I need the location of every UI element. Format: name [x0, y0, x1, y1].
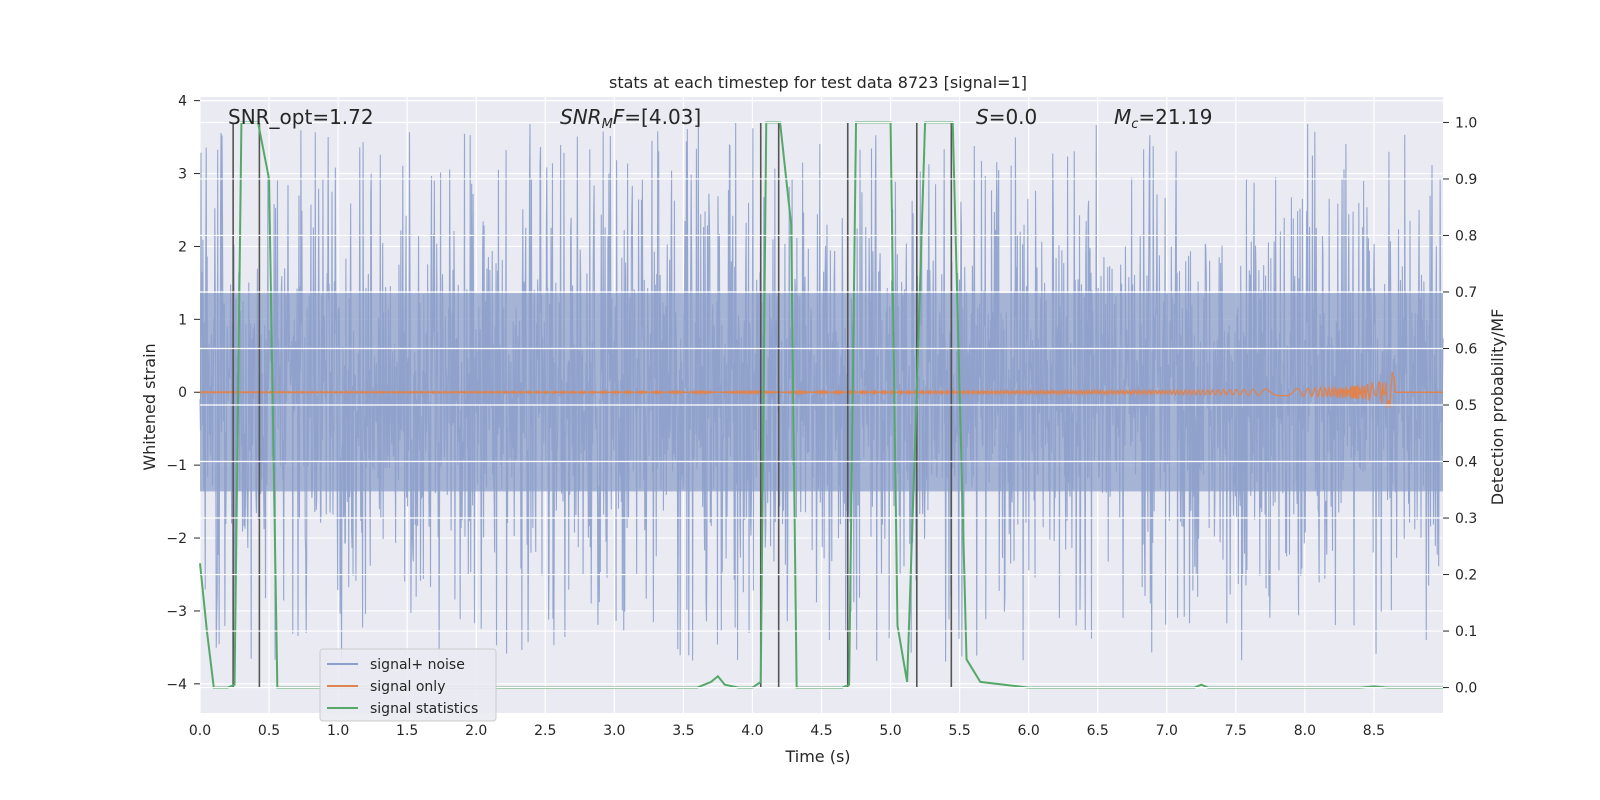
x-tick-label: 8.5: [1363, 723, 1385, 739]
y-tick-label-left: 2: [178, 239, 187, 255]
x-tick-label: 2.0: [465, 723, 487, 739]
y-tick-label-right: 0.6: [1455, 341, 1477, 357]
legend-box: [319, 648, 497, 722]
legend-label-signal-statistics: signal statistics: [370, 701, 478, 717]
x-tick-label: 0.0: [189, 723, 211, 739]
x-tick-label: 0.5: [258, 723, 280, 739]
series-signal-only: [199, 371, 1443, 409]
chart-title: stats at each timestep for test data 872…: [609, 73, 1027, 92]
s-annotation: S=0.0: [976, 105, 1037, 129]
x-tick-label: 1.0: [327, 723, 349, 739]
s-symbol: S: [976, 105, 989, 129]
y-tick-label-left: −1: [166, 458, 187, 474]
mc-symbol: M: [1114, 105, 1131, 129]
x-tick-label: 5.5: [948, 723, 970, 739]
x-tick-label: 5.0: [879, 723, 901, 739]
y-tick-label-right: 0.2: [1455, 568, 1477, 584]
legend-label-signal-only: signal only: [370, 679, 445, 695]
x-tick-label: 6.5: [1087, 723, 1109, 739]
y-tick-label-left: 0: [178, 385, 187, 401]
x-axis-label: Time (s): [784, 747, 850, 766]
x-tick-label: 3.5: [672, 723, 694, 739]
y-tick-label-left: −4: [166, 677, 187, 693]
y-tick-label-right: 0.4: [1455, 455, 1477, 471]
x-tick-label: 1.5: [396, 723, 418, 739]
snr-mf-tail: F: [613, 105, 625, 129]
y-tick-label-left: 3: [178, 167, 187, 183]
y-tick-label-right: 0.9: [1455, 172, 1477, 188]
mc-value: =21.19: [1138, 105, 1212, 129]
y-tick-label-right: 0.8: [1455, 228, 1477, 244]
y-tick-label-right: 0.7: [1455, 285, 1477, 301]
y-tick-label-right: 0.3: [1455, 511, 1477, 527]
snr-mf-subscript: M: [602, 117, 613, 132]
y-axis-label-right: Detection probability/MF: [1488, 309, 1507, 506]
legend-label-signal-noise: signal+ noise: [370, 657, 465, 673]
snr-mf-annotation: SNRMF=[4.03]: [560, 105, 701, 132]
y-tick-label-right: 0.0: [1455, 681, 1477, 697]
y-tick-label-right: 1.0: [1455, 115, 1477, 131]
x-tick-label: 4.5: [810, 723, 832, 739]
y-tick-label-left: 4: [178, 94, 187, 110]
legend: signal+ noise signal only signal statist…: [319, 648, 497, 722]
mc-annotation: Mc=21.19: [1114, 105, 1212, 132]
y-axis-label-left: Whitened strain: [140, 343, 159, 470]
snr-mf-symbol: SNR: [560, 105, 602, 129]
x-tick-label: 4.0: [741, 723, 763, 739]
s-value: =0.0: [989, 105, 1038, 129]
x-tick-label: 6.0: [1018, 723, 1040, 739]
y-tick-label-left: −2: [166, 531, 187, 547]
y-tick-label-right: 0.1: [1455, 624, 1477, 640]
y-tick-label-right: 0.5: [1455, 398, 1477, 414]
x-tick-label: 7.5: [1225, 723, 1247, 739]
mc-subscript: c: [1131, 117, 1138, 132]
snr-opt-annotation: SNR_opt=1.72: [228, 105, 374, 129]
y-tick-label-left: 1: [178, 312, 187, 328]
snr-mf-value: =[4.03]: [624, 105, 701, 129]
x-tick-label: 8.0: [1294, 723, 1316, 739]
x-tick-label: 7.0: [1156, 723, 1178, 739]
x-tick-label: 2.5: [534, 723, 556, 739]
x-tick-label: 3.0: [603, 723, 625, 739]
y-tick-label-left: −3: [166, 604, 187, 620]
